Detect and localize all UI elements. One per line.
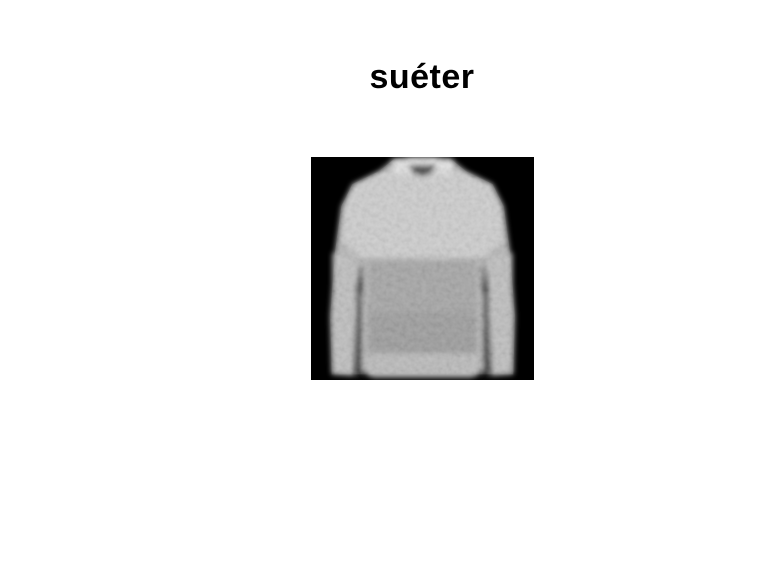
image-title: suéter	[369, 58, 475, 96]
sweater-picture	[311, 157, 534, 380]
sweater-image	[311, 157, 534, 380]
